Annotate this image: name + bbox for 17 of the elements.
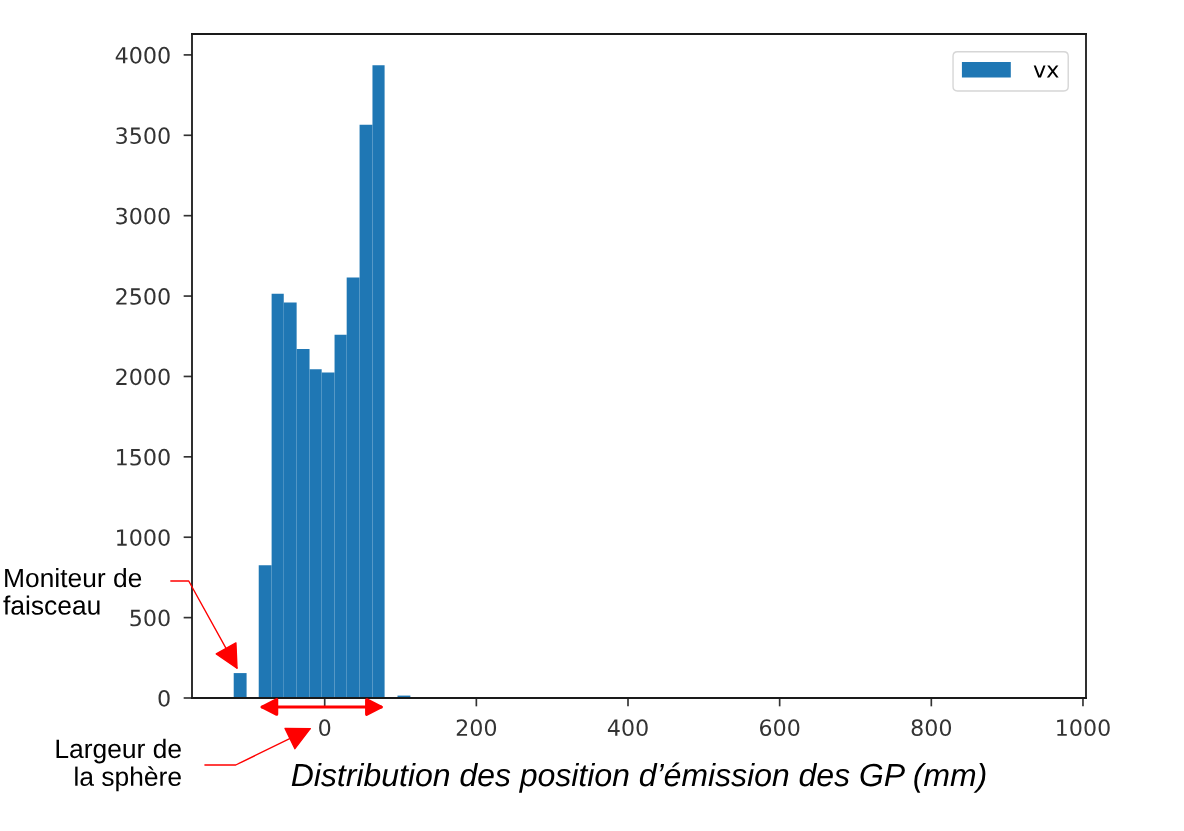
x-tick-label: 0: [319, 719, 331, 737]
y-tick-label: 4000: [115, 46, 170, 64]
text: Largeur de la sphère: [56, 738, 181, 792]
legend-label: vx: [1033, 65, 1059, 78]
x-tick-label: 1000: [1057, 719, 1110, 737]
y-tick-label: 0: [158, 689, 170, 707]
x-tick-label: 800: [911, 719, 952, 737]
x-tick-label: 400: [607, 719, 648, 737]
x-axis-title: Distribution des position d’émission des GP (mm): [291, 762, 986, 793]
y-tick-label: 1000: [117, 529, 170, 546]
y-tick-label: 2500: [116, 288, 170, 305]
x-tick-label: 600: [760, 719, 800, 737]
y-tick-label: 3000: [116, 207, 170, 225]
y-tick-label: 2000: [116, 368, 170, 386]
y-tick-label: 1500: [117, 448, 170, 466]
x-tick-label: 200: [456, 719, 497, 737]
y-tick-label: 3500: [116, 127, 170, 145]
